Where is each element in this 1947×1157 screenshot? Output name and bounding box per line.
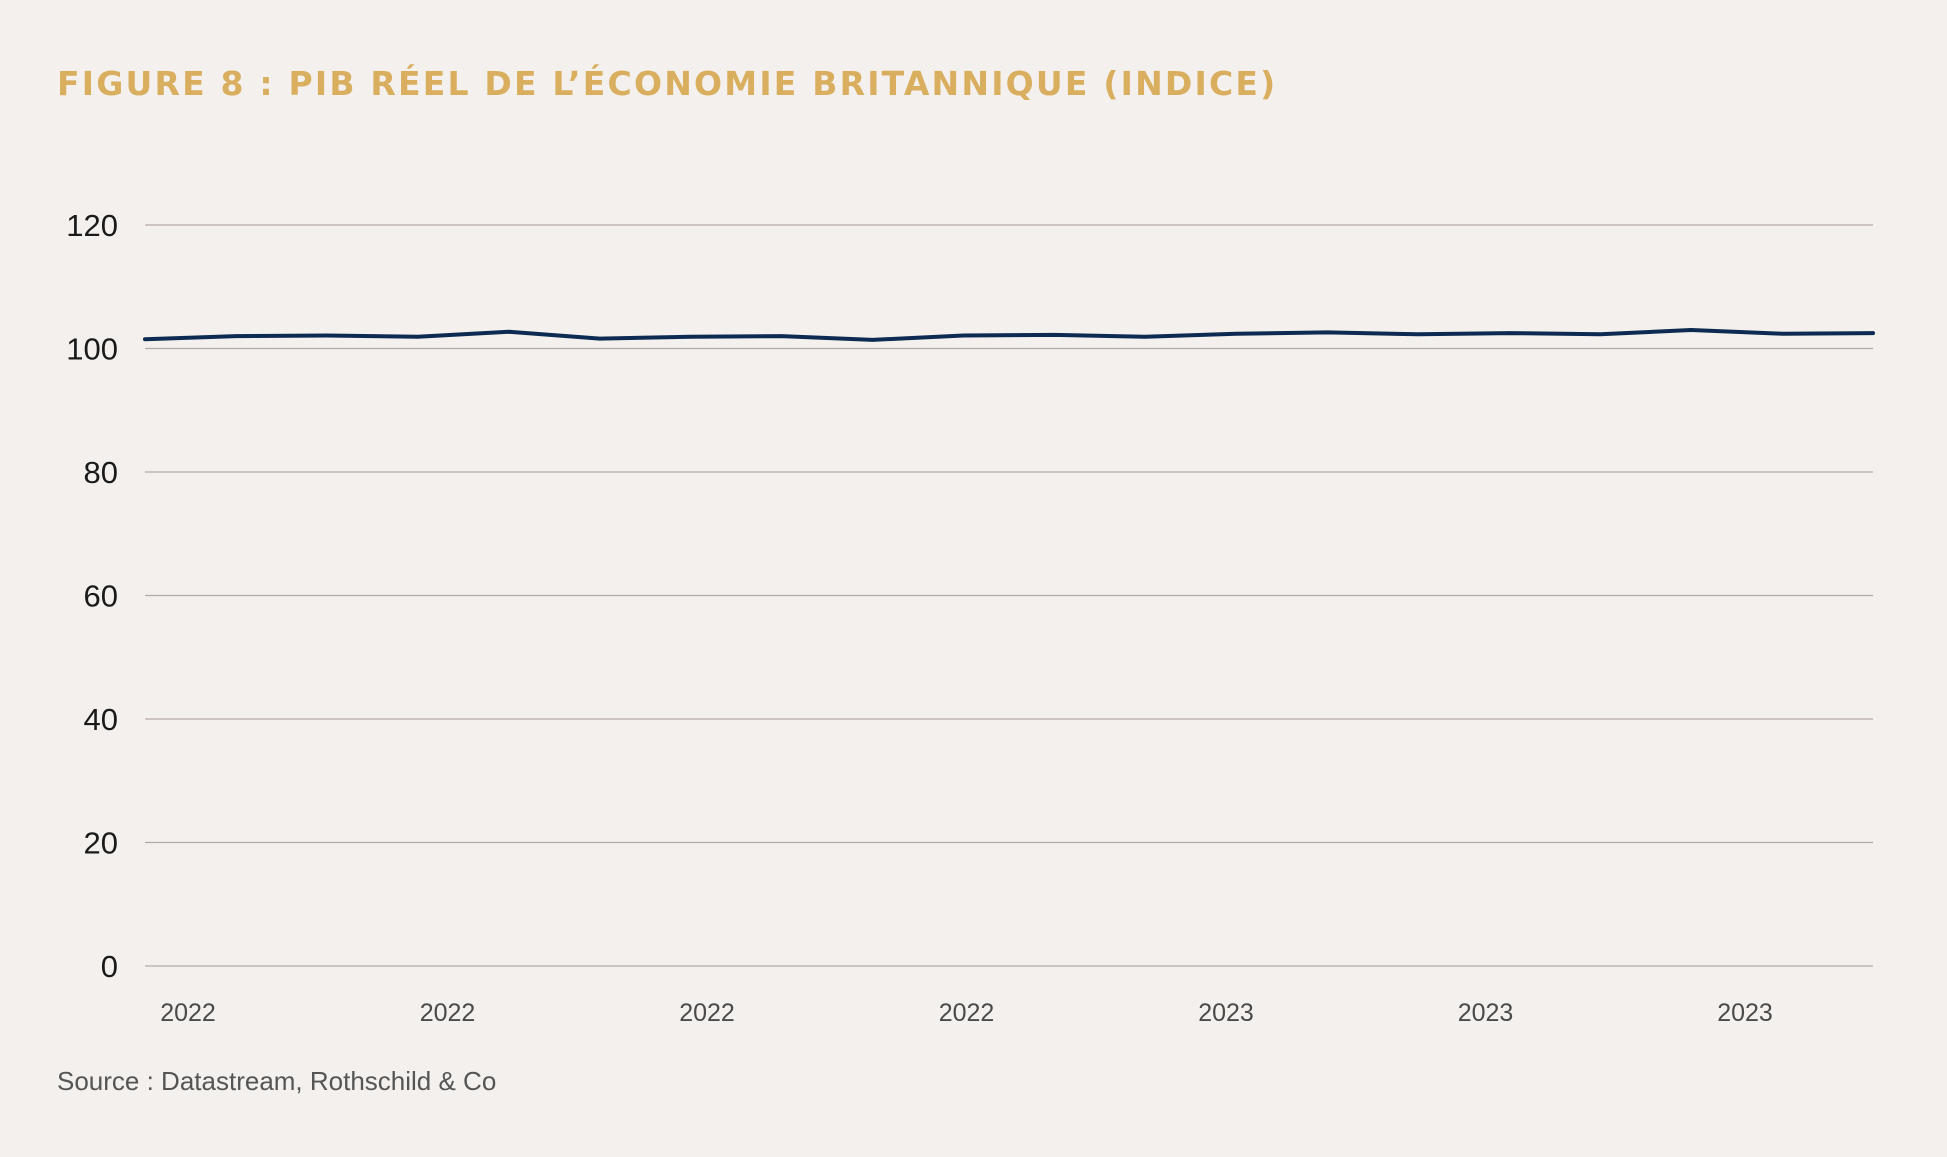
data-point bbox=[597, 336, 602, 341]
data-point bbox=[1052, 333, 1057, 337]
data-point bbox=[870, 338, 875, 342]
x-tick-label: 2022 bbox=[939, 999, 995, 1027]
data-point bbox=[1871, 331, 1875, 335]
chart-title: FIGURE 8 : PIB RÉEL DE L’ÉCONOMIE BRITAN… bbox=[57, 64, 1278, 103]
x-tick-label: 2022 bbox=[679, 999, 735, 1027]
data-point bbox=[1416, 332, 1421, 337]
series-layer bbox=[143, 328, 1875, 342]
data-point bbox=[779, 334, 784, 338]
data-point bbox=[961, 333, 966, 338]
y-tick-label: 80 bbox=[84, 455, 118, 490]
y-tick-label: 40 bbox=[84, 702, 118, 737]
data-point bbox=[325, 333, 329, 338]
y-axis-ticks: 0 20 40 60 80 100 120 bbox=[66, 208, 118, 984]
y-tick-label: 100 bbox=[66, 332, 118, 367]
data-point bbox=[234, 334, 238, 338]
x-axis-ticks: 2022 2022 2022 2022 2023 2023 2023 bbox=[160, 999, 1773, 1027]
data-point bbox=[416, 334, 420, 339]
x-tick-label: 2023 bbox=[1717, 999, 1773, 1027]
x-tick-label: 2022 bbox=[420, 999, 476, 1027]
data-point bbox=[1325, 330, 1330, 335]
x-tick-label: 2023 bbox=[1458, 999, 1514, 1027]
data-point bbox=[688, 334, 693, 339]
data-point bbox=[1689, 328, 1693, 332]
x-tick-label: 2022 bbox=[160, 999, 216, 1027]
data-point bbox=[1507, 331, 1512, 335]
data-point bbox=[1143, 334, 1148, 339]
source-note: Source : Datastream, Rothschild & Co bbox=[57, 1066, 497, 1096]
data-point bbox=[143, 337, 147, 342]
data-point bbox=[1598, 332, 1602, 337]
data-point bbox=[1780, 331, 1784, 336]
y-tick-label: 60 bbox=[84, 579, 118, 614]
data-point bbox=[506, 330, 511, 334]
data-point bbox=[1234, 331, 1239, 336]
y-tick-label: 120 bbox=[66, 208, 118, 243]
gridlines bbox=[145, 224, 1873, 967]
series-line bbox=[143, 328, 1875, 342]
x-tick-label: 2023 bbox=[1198, 999, 1254, 1027]
y-tick-label: 20 bbox=[84, 826, 118, 861]
y-tick-label: 0 bbox=[101, 949, 118, 984]
